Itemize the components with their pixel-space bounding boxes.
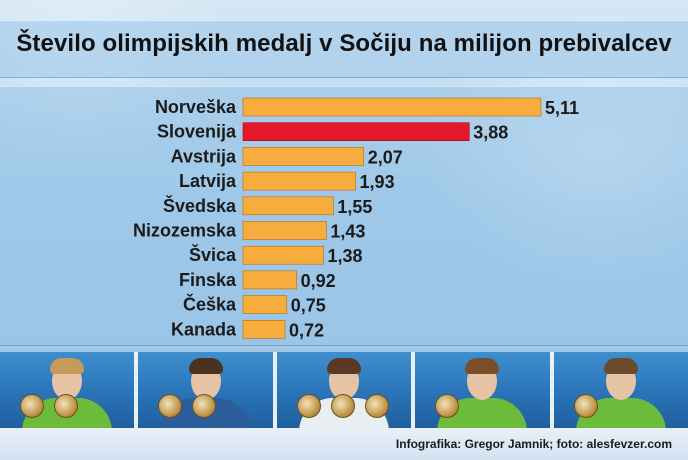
value-label: 0,75 xyxy=(291,296,326,316)
category-label: Finska xyxy=(179,270,237,290)
athlete-hair xyxy=(465,358,500,374)
medal-icon xyxy=(192,394,217,418)
bar-chart: Norveška 5,11 Slovenija 3,88 Avstrija 2,07 Lat… xyxy=(133,97,579,340)
bar xyxy=(242,171,356,191)
medal-icon xyxy=(158,394,183,418)
bar xyxy=(242,122,470,142)
category-label: Kanada xyxy=(171,319,237,339)
value-label: 1,93 xyxy=(360,172,395,192)
credit-bar xyxy=(0,428,688,460)
title-band xyxy=(0,20,688,78)
bar xyxy=(242,147,365,166)
medal-icon xyxy=(54,394,78,418)
bar xyxy=(242,295,288,314)
category-label: Nizozemska xyxy=(133,221,237,241)
bar xyxy=(242,245,324,265)
value-label: 5,11 xyxy=(545,98,579,118)
value-label: 0,72 xyxy=(289,320,324,340)
chart-title: Število olimpijskih medalj v Sočiju na m… xyxy=(16,30,672,57)
category-label: Latvija xyxy=(179,171,237,191)
bar xyxy=(242,270,297,290)
athlete-photo xyxy=(553,352,688,428)
category-label: Švedska xyxy=(163,195,237,216)
athlete-hair xyxy=(50,358,85,374)
credit-text: Infografika: Gregor Jamnik; foto: alesfe… xyxy=(395,437,672,451)
medal-icon xyxy=(364,394,389,418)
category-label: Norveška xyxy=(155,97,237,117)
bar xyxy=(242,320,286,339)
medal-icon xyxy=(20,394,44,418)
athlete-hair xyxy=(327,358,362,374)
bar xyxy=(242,97,542,117)
category-label: Slovenija xyxy=(157,122,237,142)
category-label: Češka xyxy=(183,294,237,315)
value-label: 3,88 xyxy=(473,123,508,143)
category-label: Avstrija xyxy=(171,146,237,166)
category-label: Švica xyxy=(189,244,237,265)
value-label: 1,38 xyxy=(327,246,362,266)
athlete-photo xyxy=(415,352,550,428)
bar xyxy=(242,221,327,240)
athlete-photo xyxy=(0,352,135,428)
value-label: 2,07 xyxy=(368,147,403,167)
athlete-hair xyxy=(188,358,223,374)
medal-icon xyxy=(435,394,460,418)
athlete-photo xyxy=(138,352,273,428)
athlete-photo xyxy=(276,352,412,428)
medal-icon xyxy=(330,394,355,418)
bar xyxy=(242,196,334,216)
value-label: 1,55 xyxy=(337,197,372,217)
value-label: 0,92 xyxy=(301,271,336,291)
athlete-hair xyxy=(603,358,638,374)
photo-strip xyxy=(0,352,688,428)
value-label: 1,43 xyxy=(330,222,365,242)
medal-icon xyxy=(573,394,598,418)
medal-icon xyxy=(296,394,321,418)
